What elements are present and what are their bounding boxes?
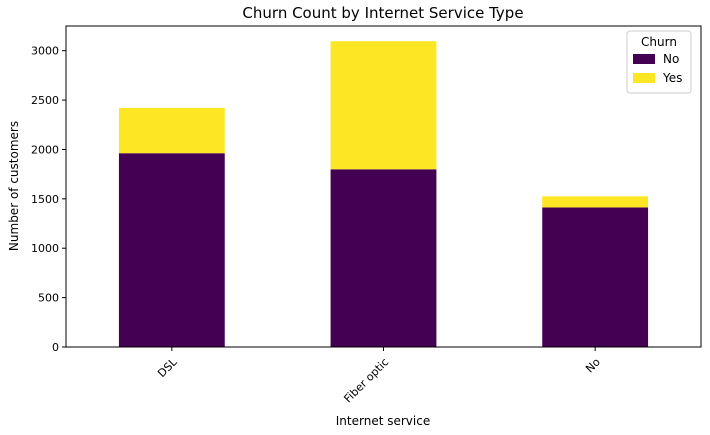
x-tick-label: No [583,355,603,375]
y-tick-label: 0 [52,341,59,354]
bar-fiber-optic-no [330,169,437,347]
y-tick-label: 1000 [31,242,59,255]
x-tick-label: Fiber optic [341,356,391,406]
legend-label-no: No [663,52,679,66]
legend-title: Churn [641,35,677,49]
y-tick-label: 2500 [31,94,59,107]
y-tick-label: 2000 [31,143,59,156]
x-tick-label: DSL [155,355,180,380]
x-axis-label: Internet service [336,414,430,428]
y-tick-label: 3000 [31,45,59,58]
bar-fiber-optic-yes [330,41,437,170]
legend-swatch-no [633,54,655,64]
legend-label-yes: Yes [662,71,682,85]
bar-no-no [542,207,649,347]
y-axis: 0 500 1000 1500 2000 2500 3000 [31,45,66,354]
legend: Churn No Yes [626,30,692,94]
y-tick-label: 500 [38,292,59,305]
chart-title: Churn Count by Internet Service Type [242,4,523,22]
y-tick-label: 1500 [31,193,59,206]
bars-group [118,41,649,347]
bar-no-yes [542,196,649,208]
bar-dsl-no [118,153,225,347]
y-axis-label: Number of customers [7,121,21,251]
bar-dsl-yes [118,107,225,154]
legend-swatch-yes [633,73,655,83]
x-axis: DSL Fiber optic No [155,347,603,405]
